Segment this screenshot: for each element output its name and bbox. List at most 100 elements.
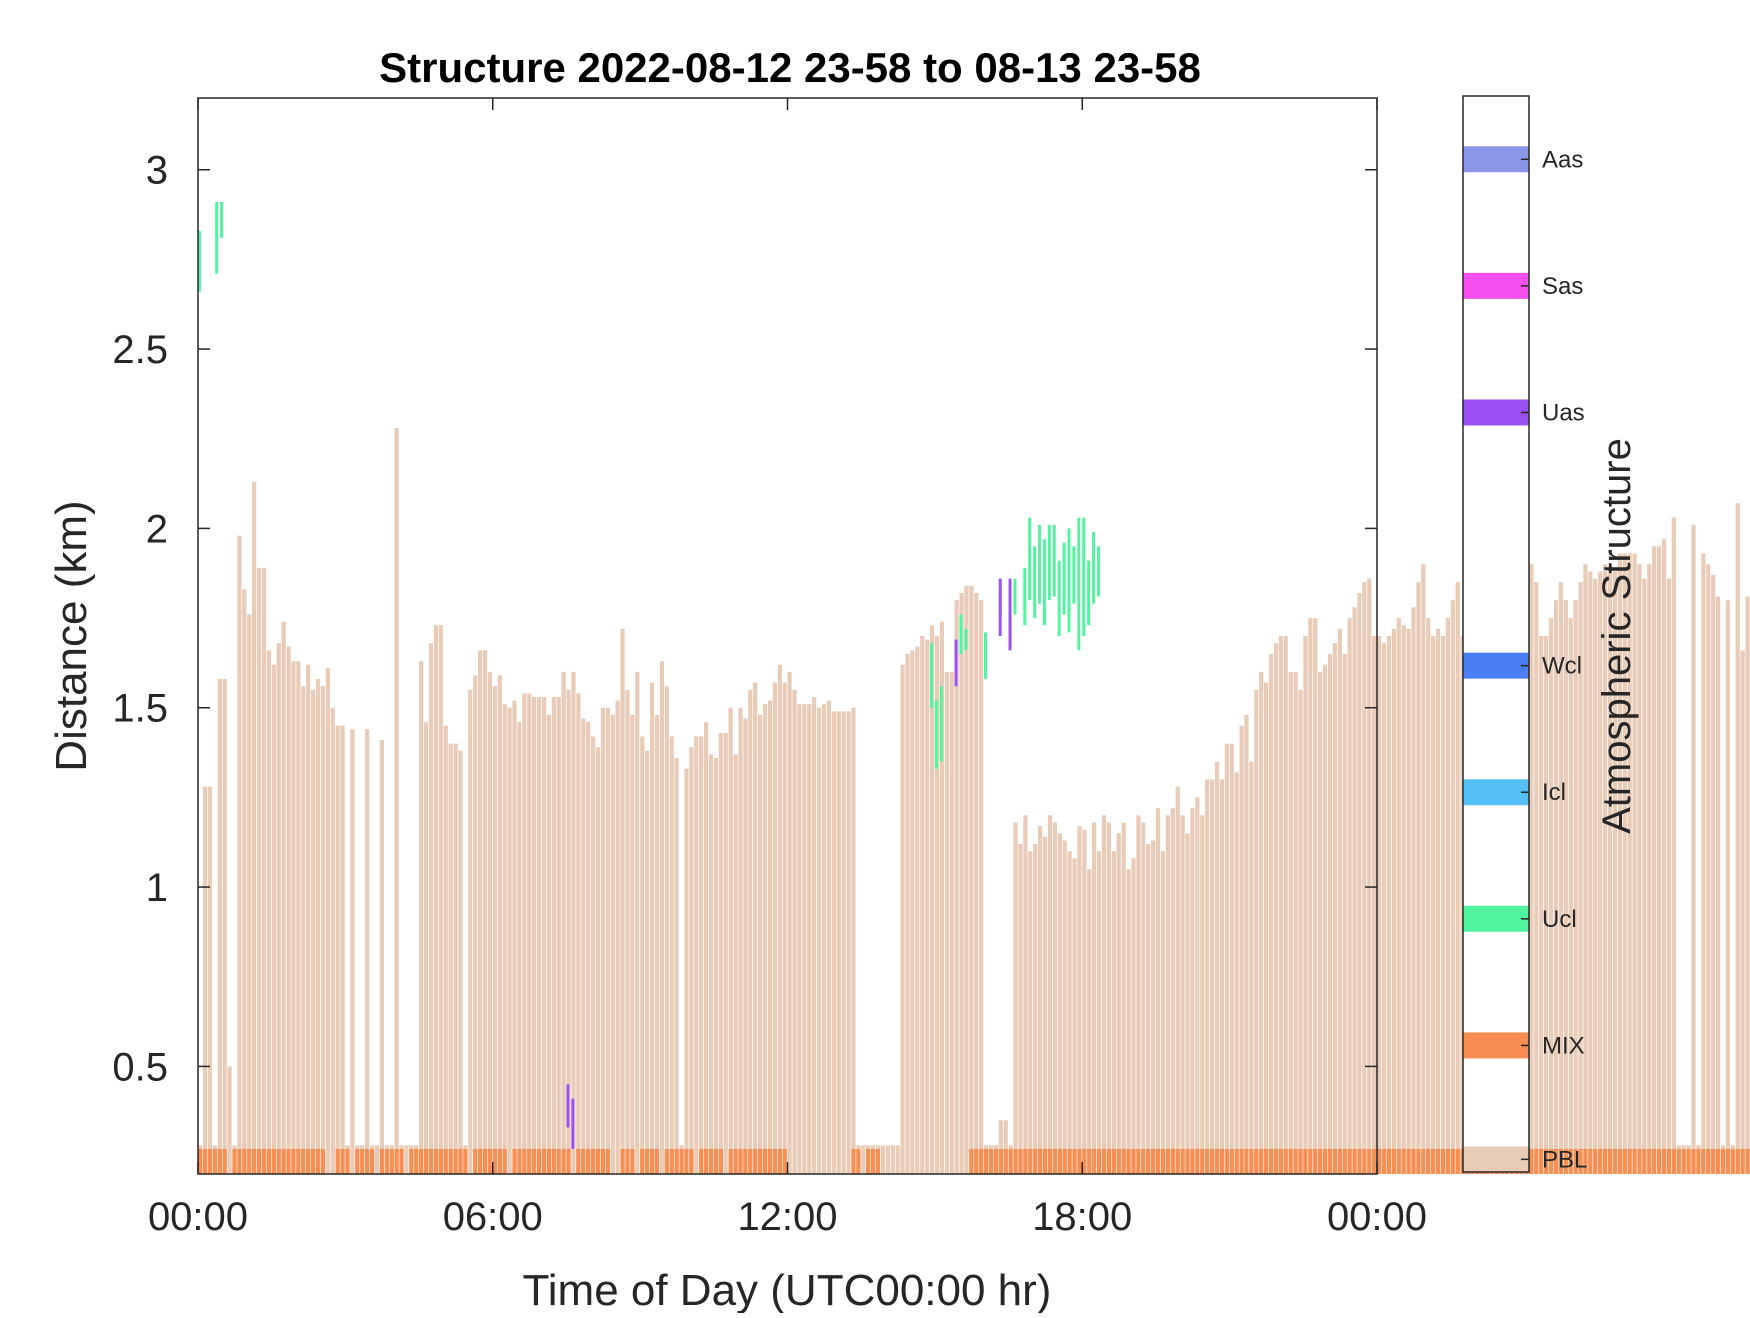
pbl-bar xyxy=(522,693,527,1174)
mix-bar xyxy=(1033,1148,1038,1174)
mix-bar xyxy=(271,1148,276,1174)
mix-bar xyxy=(1067,1148,1072,1174)
mix-bar xyxy=(1627,1148,1632,1174)
y-tick-label: 1.5 xyxy=(112,687,168,731)
mix-bar xyxy=(984,1148,989,1174)
mix-bar xyxy=(1588,1148,1593,1174)
pbl-bar xyxy=(1657,546,1662,1174)
pbl-bar xyxy=(1249,761,1254,1174)
mix-bar xyxy=(1288,1148,1293,1174)
mix-bar xyxy=(1593,1148,1598,1174)
mix-bar xyxy=(502,1148,507,1174)
mix-bar xyxy=(306,1148,311,1174)
pbl-bar xyxy=(1411,607,1416,1174)
ucl-segment xyxy=(934,700,938,769)
pbl-bar xyxy=(1352,607,1357,1174)
mix-bar xyxy=(551,1148,556,1174)
pbl-bar xyxy=(1175,786,1180,1174)
mix-bar xyxy=(1421,1148,1426,1174)
pbl-bar xyxy=(541,696,547,1174)
pbl-bar xyxy=(708,754,714,1174)
pbl-bar xyxy=(1101,815,1107,1174)
mix-bar xyxy=(1435,1148,1441,1174)
pbl-bar xyxy=(507,707,512,1174)
mix-bar xyxy=(556,1148,561,1174)
pbl-bar xyxy=(1205,779,1210,1174)
pbl-bar xyxy=(1578,582,1583,1174)
mix-bar xyxy=(1691,1148,1696,1174)
y-tick-label: 3 xyxy=(146,149,168,193)
pbl-bar xyxy=(1195,797,1200,1174)
ucl-segment xyxy=(964,628,968,651)
mix-bar xyxy=(993,1148,999,1174)
colorbar-label: Atmospheric Structure xyxy=(1595,438,1639,834)
mix-bar xyxy=(1342,1148,1347,1174)
mix-bar xyxy=(1042,1148,1048,1174)
mix-bar xyxy=(1347,1148,1352,1174)
ucl-segment xyxy=(1087,560,1091,626)
mix-bar xyxy=(423,1148,429,1174)
x-tick-label: 00:00 xyxy=(1327,1195,1427,1239)
mix-bar xyxy=(266,1148,271,1174)
pbl-bar xyxy=(895,1145,900,1174)
pbl-bar xyxy=(1288,671,1293,1174)
mix-bar xyxy=(1332,1148,1338,1174)
colorbar-tick-label: Sas xyxy=(1542,273,1583,300)
pbl-bar xyxy=(497,675,502,1174)
mix-bar xyxy=(399,1148,404,1174)
mix-bar xyxy=(1715,1148,1721,1174)
ucl-segment xyxy=(215,202,219,274)
pbl-bar xyxy=(1273,643,1279,1174)
mix-bar xyxy=(1455,1148,1460,1174)
pbl-bar xyxy=(1278,636,1283,1174)
mix-bar xyxy=(1607,1148,1613,1174)
pbl-bar xyxy=(743,718,748,1174)
pbl-bar xyxy=(1146,844,1151,1174)
mix-bar xyxy=(1529,1148,1534,1174)
ucl-segment xyxy=(1038,524,1041,604)
pbl-bar xyxy=(900,664,905,1174)
pbl-bar xyxy=(1190,808,1195,1174)
pbl-bar xyxy=(1151,840,1156,1174)
colorbar-swatch-sas xyxy=(1463,272,1529,299)
mix-bar xyxy=(1214,1148,1220,1174)
pbl-bar xyxy=(1268,653,1274,1174)
mix-bar xyxy=(1573,1148,1578,1174)
pbl-bar xyxy=(890,1145,895,1174)
mix-bar xyxy=(699,1148,704,1174)
pbl-bar xyxy=(536,696,542,1174)
pbl-bar xyxy=(1588,571,1593,1174)
mix-bar xyxy=(1544,1148,1549,1174)
pbl-bar xyxy=(1396,618,1401,1174)
mix-bar xyxy=(1411,1148,1416,1174)
mix-bar xyxy=(443,1148,448,1174)
pbl-bar xyxy=(1229,743,1234,1174)
pbl-bar xyxy=(1455,582,1460,1174)
pbl-bar xyxy=(723,732,728,1174)
pbl-bar xyxy=(718,732,723,1174)
pbl-bar xyxy=(1647,564,1652,1174)
mix-bar xyxy=(1426,1148,1431,1174)
pbl-bar xyxy=(1234,772,1239,1174)
pbl-bar xyxy=(1416,582,1421,1174)
pbl-bar xyxy=(546,714,552,1174)
mix-bar xyxy=(979,1148,984,1174)
mix-bar xyxy=(1372,1148,1377,1174)
ucl-segment xyxy=(1077,517,1081,651)
pbl-bar xyxy=(1224,743,1229,1174)
pbl-bar xyxy=(1637,564,1642,1174)
mix-bar xyxy=(320,1148,326,1174)
mix-bar xyxy=(1337,1148,1342,1174)
mix-bar xyxy=(428,1148,434,1174)
mix-bar xyxy=(1160,1148,1166,1174)
mix-bar xyxy=(630,1148,635,1174)
mix-bar xyxy=(1155,1148,1161,1174)
mix-bar xyxy=(1676,1148,1681,1174)
mix-bar xyxy=(1583,1148,1588,1174)
pbl-bar xyxy=(1607,564,1613,1174)
mix-bar xyxy=(1303,1148,1308,1174)
mix-bar xyxy=(340,1148,345,1174)
mix-bar xyxy=(1293,1148,1298,1174)
pbl-bar xyxy=(934,636,940,1174)
y-tick-label: 2.5 xyxy=(112,328,168,372)
